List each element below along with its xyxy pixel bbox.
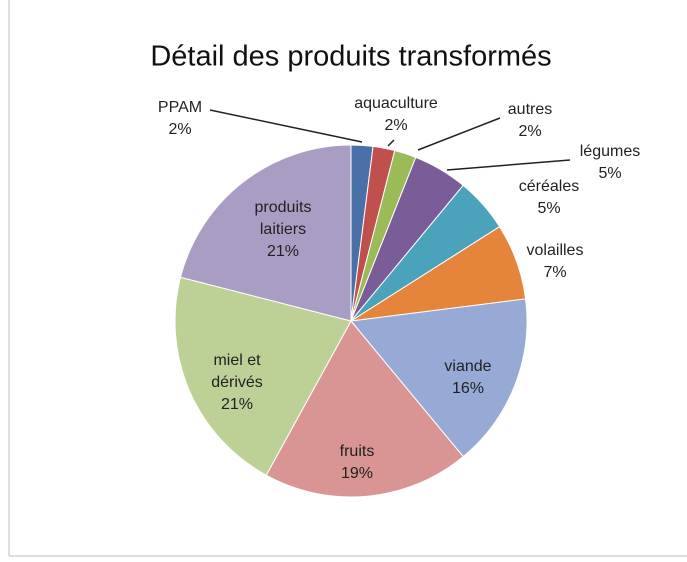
- slice-label: céréales 5%: [504, 176, 594, 220]
- value-label: 7%: [543, 264, 567, 281]
- slice-label: autres 2%: [490, 99, 570, 143]
- slice-label: légumes 5%: [565, 141, 655, 185]
- category-label: céréales: [518, 178, 580, 195]
- slice-label: miel et dérivés 21%: [197, 350, 277, 416]
- value-label: 2%: [168, 121, 192, 138]
- category-label: fruits: [339, 443, 375, 460]
- category-label: volailles: [526, 242, 584, 259]
- category-label: autres: [507, 101, 553, 118]
- chart-title: Détail des produits transformés: [150, 41, 551, 73]
- slice-label: PPAM 2%: [140, 97, 220, 141]
- category-label: miel et dérivés: [211, 352, 263, 391]
- value-label: 5%: [598, 165, 622, 182]
- value-label: 19%: [340, 465, 374, 482]
- pie-slice: [350, 298, 528, 458]
- category-label: légumes: [579, 143, 641, 160]
- slice-label: produits laitiers 21%: [238, 197, 328, 263]
- category-label: aquaculture: [354, 95, 438, 112]
- value-label: 21%: [220, 396, 254, 413]
- slice-label: volailles 7%: [510, 240, 600, 284]
- pie-slice: [179, 144, 352, 322]
- category-label: produits laitiers: [254, 199, 312, 238]
- category-label: viande: [444, 358, 492, 375]
- value-label: 21%: [266, 243, 300, 260]
- category-label: PPAM: [157, 99, 203, 116]
- value-label: 2%: [518, 123, 542, 140]
- slice-label: viande 16%: [428, 356, 508, 400]
- slice-label: aquaculture 2%: [341, 93, 451, 137]
- leader-lines: [209, 109, 571, 171]
- pie-slice: [265, 320, 464, 498]
- value-label: 5%: [537, 200, 561, 217]
- value-label: 16%: [451, 380, 485, 397]
- value-label: 2%: [384, 117, 408, 134]
- pie-slice: [174, 276, 352, 476]
- slice-label: fruits 19%: [317, 441, 397, 485]
